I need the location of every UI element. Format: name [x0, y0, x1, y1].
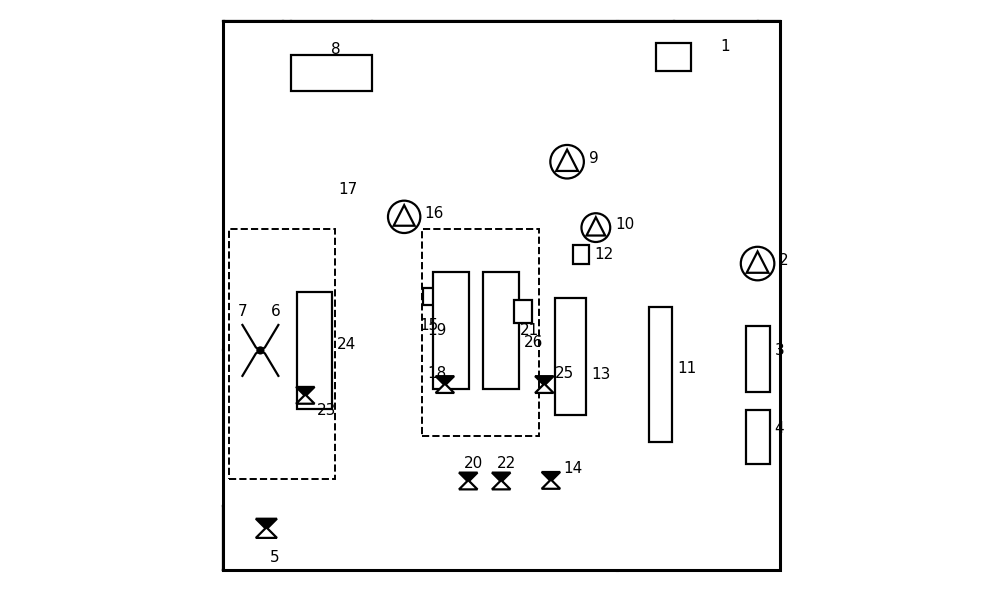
Text: 16: 16: [425, 206, 444, 222]
Polygon shape: [459, 473, 477, 482]
Polygon shape: [394, 205, 415, 226]
Polygon shape: [296, 387, 315, 396]
Text: 17: 17: [338, 182, 358, 198]
Text: 22: 22: [496, 455, 516, 471]
Polygon shape: [542, 480, 560, 489]
Text: 21: 21: [520, 323, 540, 338]
Text: 12: 12: [594, 247, 613, 262]
Polygon shape: [256, 527, 277, 538]
Polygon shape: [535, 376, 554, 385]
Text: 14: 14: [563, 461, 582, 476]
Text: 5: 5: [269, 549, 279, 565]
Bar: [555, 298, 586, 415]
Bar: [433, 272, 469, 389]
Bar: [229, 229, 335, 479]
Bar: [746, 326, 770, 392]
Text: 1: 1: [720, 39, 730, 55]
Text: 4: 4: [774, 420, 784, 436]
Polygon shape: [256, 519, 277, 530]
Text: 15: 15: [419, 317, 438, 333]
Text: 7: 7: [238, 304, 247, 319]
Polygon shape: [535, 384, 554, 393]
Polygon shape: [436, 376, 454, 385]
Circle shape: [257, 347, 263, 353]
Text: 25: 25: [555, 366, 574, 382]
Bar: [291, 55, 372, 91]
Text: 10: 10: [615, 217, 634, 232]
Text: 18: 18: [427, 366, 446, 382]
Text: 13: 13: [591, 367, 610, 382]
Text: 20: 20: [463, 455, 483, 471]
Polygon shape: [586, 217, 605, 235]
Circle shape: [741, 247, 774, 280]
Text: 6: 6: [271, 304, 281, 319]
Text: 23: 23: [317, 403, 337, 418]
Text: 26: 26: [524, 335, 543, 350]
Polygon shape: [556, 150, 578, 171]
Circle shape: [388, 201, 420, 233]
Polygon shape: [747, 252, 768, 273]
Polygon shape: [436, 384, 454, 393]
Polygon shape: [459, 480, 477, 489]
Bar: [656, 43, 691, 71]
Text: 8: 8: [331, 41, 341, 57]
Text: 19: 19: [427, 323, 446, 338]
Polygon shape: [296, 395, 315, 404]
Text: 2: 2: [779, 253, 789, 268]
Polygon shape: [492, 473, 510, 482]
Bar: [423, 288, 437, 305]
Circle shape: [581, 213, 610, 242]
Bar: [483, 272, 519, 389]
Text: 3: 3: [774, 343, 784, 358]
Bar: [649, 307, 672, 442]
Text: 11: 11: [677, 361, 697, 376]
Polygon shape: [492, 480, 510, 489]
Bar: [746, 410, 770, 464]
Circle shape: [550, 145, 584, 179]
Polygon shape: [542, 472, 560, 481]
Bar: [514, 300, 532, 323]
Bar: [297, 292, 332, 409]
Text: 24: 24: [337, 337, 356, 352]
Bar: [573, 245, 589, 264]
Bar: [422, 229, 539, 436]
Text: 9: 9: [589, 151, 598, 167]
